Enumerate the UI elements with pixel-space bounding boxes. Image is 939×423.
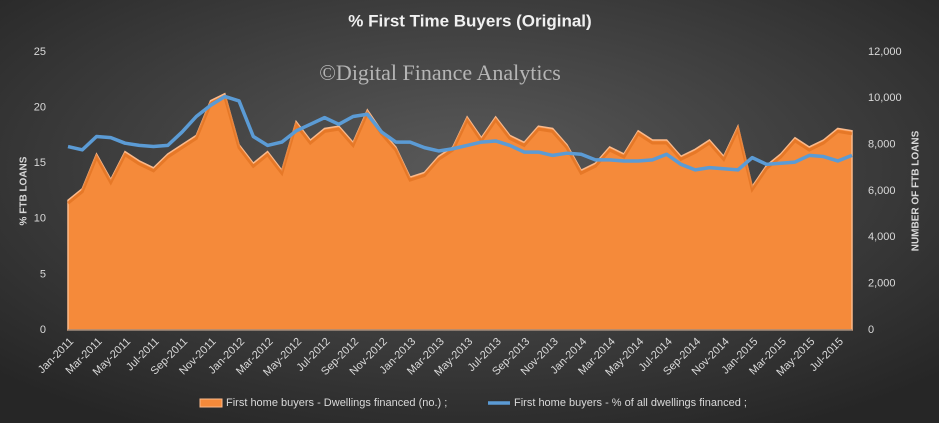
- y2-tick-label: 10,000: [868, 92, 902, 104]
- y-axis-label: % FTB LOANS: [19, 156, 30, 225]
- y-tick-label: 0: [40, 324, 46, 336]
- y2-axis-label: NUMBER OF FTB LOANS: [911, 130, 922, 251]
- legend-swatch: [199, 398, 223, 408]
- y2-tick-label: 2,000: [868, 278, 896, 290]
- y-tick-label: 20: [34, 102, 46, 114]
- watermark: ©Digital Finance Analytics: [319, 60, 561, 85]
- y-tick-label: 25: [34, 46, 46, 58]
- area-edge: [67, 94, 853, 205]
- chart-title: % First Time Buyers (Original): [348, 11, 591, 30]
- y2-tick-label: 8,000: [868, 139, 896, 151]
- line: [67, 94, 853, 172]
- y-tick-label: 5: [40, 268, 46, 280]
- y-tick-label: 15: [34, 157, 46, 169]
- y2-tick-label: 12,000: [868, 46, 902, 58]
- y2-tick-label: 0: [868, 324, 874, 336]
- legend-label: First home buyers - % of all dwellings f…: [514, 397, 747, 409]
- y2-tick-label: 6,000: [868, 185, 896, 197]
- y2-tick-label: 4,000: [868, 231, 896, 243]
- y-tick-label: 10: [34, 213, 46, 225]
- legend-label: First home buyers - Dwellings financed (…: [226, 397, 447, 409]
